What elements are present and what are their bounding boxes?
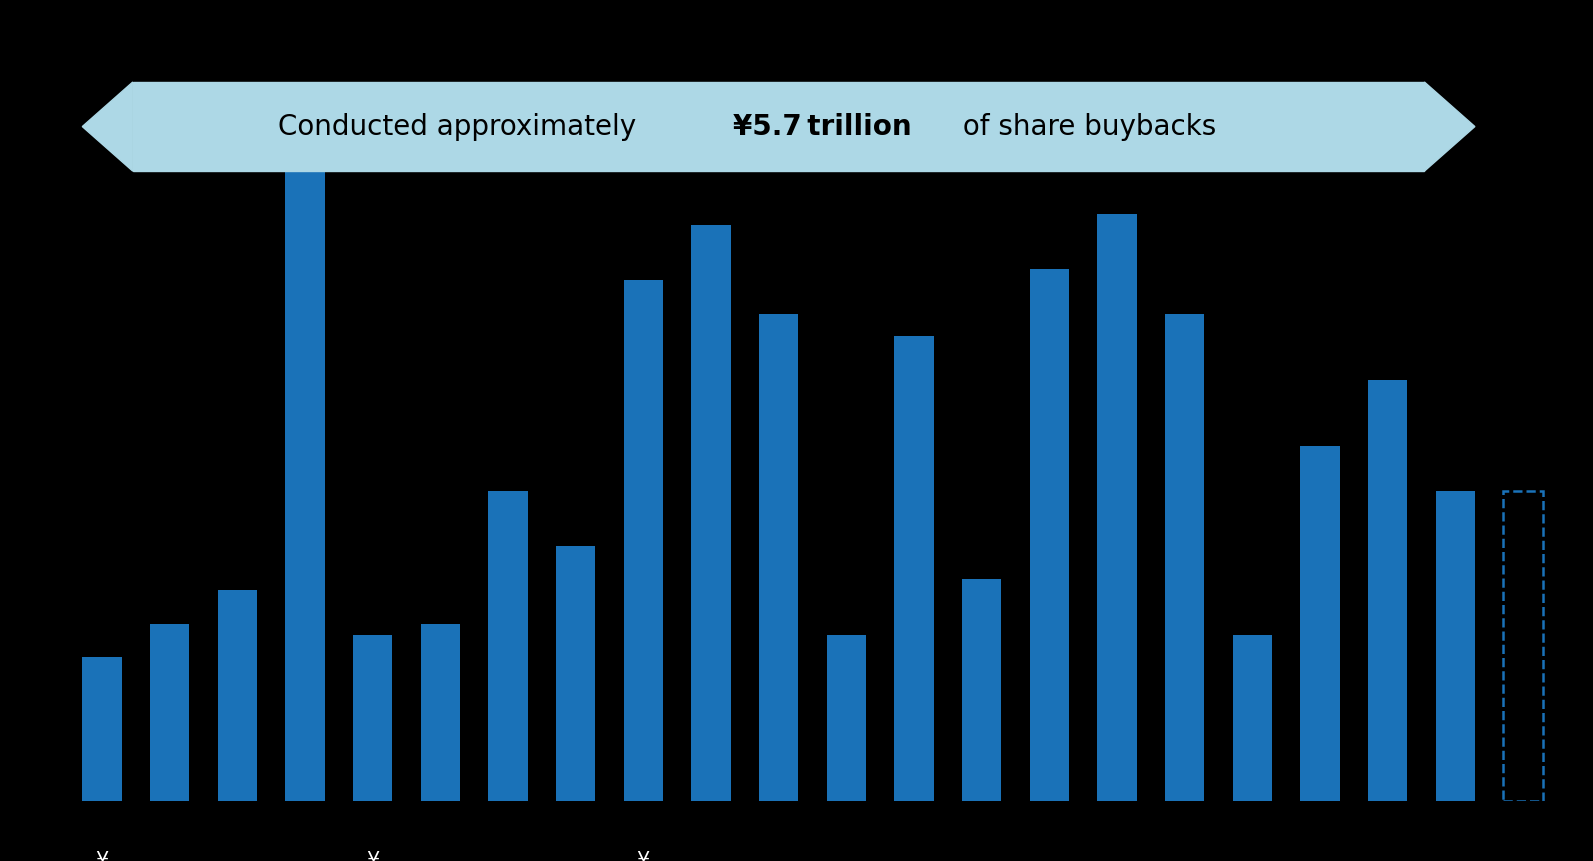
- Bar: [354, 635, 392, 801]
- Bar: [285, 137, 325, 801]
- Bar: [758, 313, 798, 801]
- Polygon shape: [83, 82, 132, 171]
- Bar: [1300, 447, 1340, 801]
- Bar: [556, 546, 596, 801]
- Text: ¥: ¥: [96, 851, 108, 861]
- Bar: [150, 623, 190, 801]
- Bar: [489, 491, 527, 801]
- Bar: [1098, 214, 1136, 801]
- Text: of share buybacks: of share buybacks: [954, 113, 1217, 140]
- Bar: [1164, 313, 1204, 801]
- Bar: [1368, 380, 1407, 801]
- Text: Conducted approximately: Conducted approximately: [279, 113, 645, 140]
- Polygon shape: [1424, 82, 1475, 171]
- Bar: [962, 579, 1002, 801]
- Text: ¥5.7 trillion: ¥5.7 trillion: [733, 113, 911, 140]
- Bar: [691, 225, 731, 801]
- Bar: [827, 635, 867, 801]
- Bar: [83, 657, 121, 801]
- Bar: [218, 591, 256, 801]
- Text: ¥: ¥: [637, 851, 650, 861]
- Bar: [132, 82, 1424, 171]
- Bar: [1504, 491, 1542, 801]
- Bar: [421, 623, 460, 801]
- Bar: [894, 336, 933, 801]
- Text: ¥: ¥: [366, 851, 379, 861]
- Bar: [1029, 269, 1069, 801]
- Bar: [1233, 635, 1271, 801]
- Bar: [623, 281, 663, 801]
- Bar: [1435, 491, 1475, 801]
